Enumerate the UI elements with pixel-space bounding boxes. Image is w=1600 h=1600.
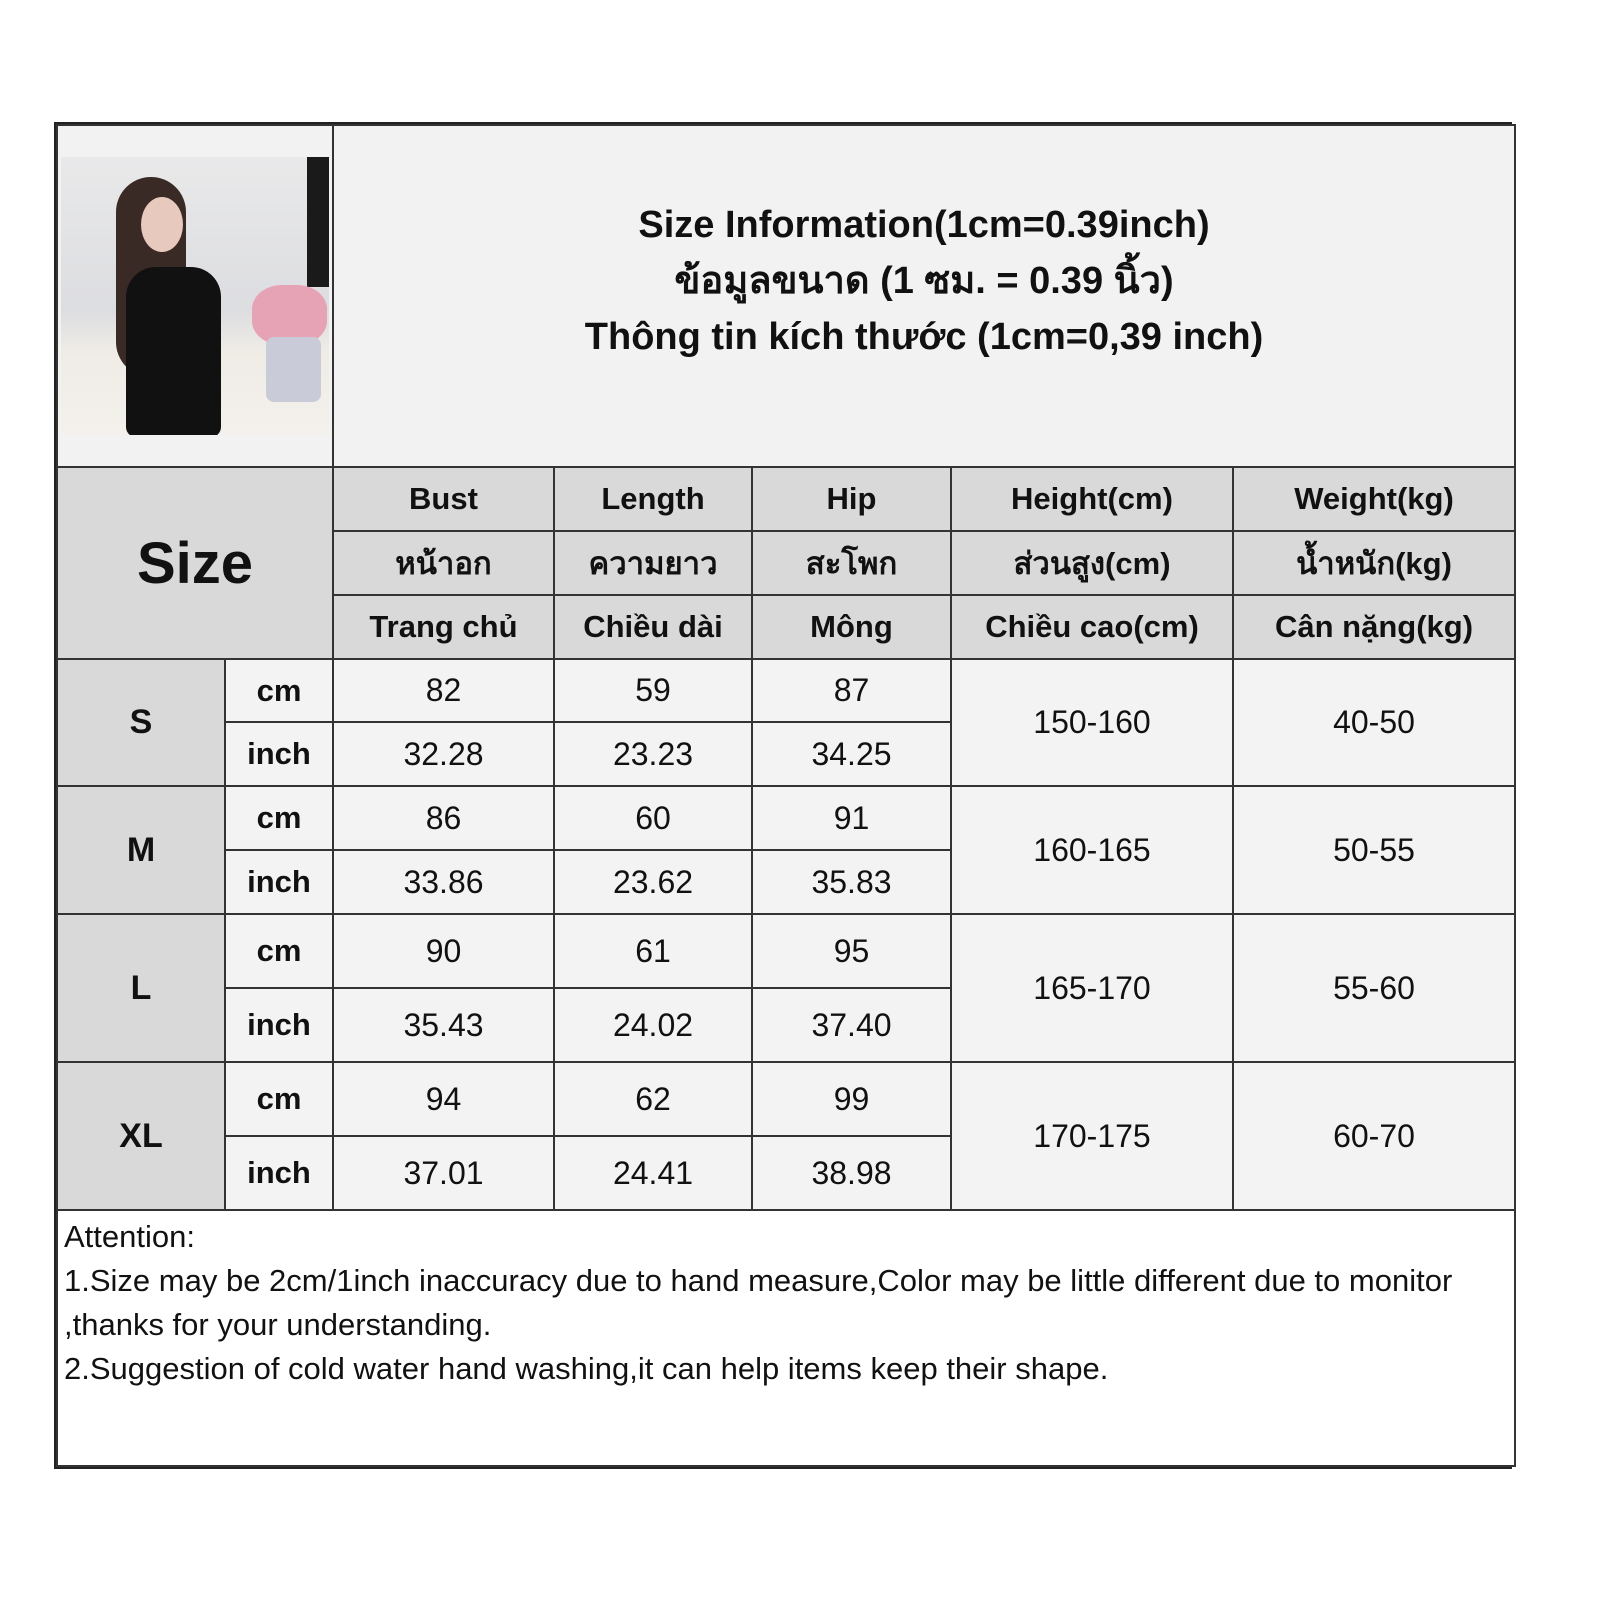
header-hip-en: Hip xyxy=(751,466,952,532)
cell-height: 160-165 xyxy=(950,785,1234,915)
size-row-cm: L cm 90 61 95 165-170 55-60 xyxy=(56,913,1517,1063)
cell-inch: 34.25 xyxy=(751,721,952,787)
header-hip-th: สะโพก xyxy=(751,530,952,596)
header-height-th: ส่วนสูง(cm) xyxy=(950,530,1234,596)
cell-inch: 23.23 xyxy=(553,721,753,787)
header-length-th: ความยาว xyxy=(553,530,753,596)
unit-cm: cm xyxy=(224,1061,334,1137)
size-header: Size xyxy=(56,466,334,660)
header-weight-th: น้ำหนัก(kg) xyxy=(1231,530,1517,596)
unit-cm: cm xyxy=(224,658,334,723)
header-weight-vi: Cân nặng(kg) xyxy=(1231,594,1517,660)
size-table: Size Information(1cm=0.39inch) ข้อมูลขนา… xyxy=(55,124,1517,1467)
title-vietnamese: Thông tin kích thước (1cm=0,39 inch) xyxy=(584,316,1264,358)
size-label: M xyxy=(56,785,226,915)
header-hip-vi: Mông xyxy=(751,594,952,660)
cell-inch: 24.41 xyxy=(553,1135,753,1211)
header-length-en: Length xyxy=(553,466,753,532)
attention-heading: Attention: xyxy=(64,1219,195,1254)
cell-weight: 40-50 xyxy=(1231,658,1517,787)
cell-cm: 86 xyxy=(332,785,555,851)
cell-inch: 37.40 xyxy=(751,987,952,1063)
cell-inch: 38.98 xyxy=(751,1135,952,1211)
cell-weight: 50-55 xyxy=(1231,785,1517,915)
cell-height: 170-175 xyxy=(950,1061,1234,1211)
size-row-inch: inch 37.01 24.41 38.98 xyxy=(57,1135,1515,1211)
cell-cm: 60 xyxy=(553,785,753,851)
title-english: Size Information(1cm=0.39inch) xyxy=(638,204,1210,246)
header-weight-en: Weight(kg) xyxy=(1231,466,1517,532)
title-thai: ข้อมูลขนาด (1 ซม. = 0.39 นิ้ว) xyxy=(674,260,1174,302)
header-height-vi: Chiều cao(cm) xyxy=(950,594,1234,660)
size-row-inch: inch 32.28 23.23 34.25 xyxy=(57,721,1515,787)
cell-cm: 91 xyxy=(751,785,952,851)
size-label: L xyxy=(56,913,226,1063)
cell-cm: 95 xyxy=(751,913,952,989)
size-chart: Size Information(1cm=0.39inch) ข้อมูลขนา… xyxy=(54,122,1517,1469)
cell-weight: 60-70 xyxy=(1231,1061,1517,1211)
unit-inch: inch xyxy=(224,987,334,1063)
cell-inch: 32.28 xyxy=(332,721,555,787)
size-label: XL xyxy=(56,1061,226,1211)
size-row-cm: XL cm 94 62 99 170-175 60-70 xyxy=(56,1061,1517,1211)
cell-cm: 99 xyxy=(751,1061,952,1137)
header-bust-vi: Trang chủ xyxy=(332,594,555,660)
unit-cm: cm xyxy=(224,913,334,989)
product-photo xyxy=(61,157,329,435)
cell-height: 165-170 xyxy=(950,913,1234,1063)
cell-inch: 23.62 xyxy=(553,849,753,915)
cell-cm: 59 xyxy=(553,658,753,723)
cell-inch: 37.01 xyxy=(332,1135,555,1211)
header-bust-en: Bust xyxy=(332,466,555,532)
unit-inch: inch xyxy=(224,721,334,787)
size-row-inch: inch 35.43 24.02 37.40 xyxy=(57,987,1515,1063)
unit-cm: cm xyxy=(224,785,334,851)
header-height-en: Height(cm) xyxy=(950,466,1234,532)
cell-cm: 82 xyxy=(332,658,555,723)
size-row-cm: S cm 82 59 87 150-160 40-50 xyxy=(56,658,1517,787)
header-bust-th: หน้าอก xyxy=(332,530,555,596)
cell-cm: 90 xyxy=(332,913,555,989)
cell-height: 150-160 xyxy=(950,658,1234,787)
attention-note-1: 1.Size may be 2cm/1inch inaccuracy due t… xyxy=(64,1263,1453,1342)
attention-note-2: 2.Suggestion of cold water hand washing,… xyxy=(64,1351,1109,1386)
cell-inch: 33.86 xyxy=(332,849,555,915)
header-length-vi: Chiều dài xyxy=(553,594,753,660)
cell-cm: 94 xyxy=(332,1061,555,1137)
cell-weight: 55-60 xyxy=(1231,913,1517,1063)
size-row-cm: M cm 86 60 91 160-165 50-55 xyxy=(56,785,1517,915)
cell-cm: 62 xyxy=(553,1061,753,1137)
unit-inch: inch xyxy=(224,849,334,915)
size-row-inch: inch 33.86 23.62 35.83 xyxy=(57,849,1515,915)
size-info-title: Size Information(1cm=0.39inch) ข้อมูลขนา… xyxy=(331,124,1517,468)
attention-notes: Attention: 1.Size may be 2cm/1inch inacc… xyxy=(55,1209,1517,1467)
size-label: S xyxy=(56,658,226,787)
cell-inch: 35.83 xyxy=(751,849,952,915)
cell-inch: 35.43 xyxy=(332,987,555,1063)
cell-cm: 87 xyxy=(751,658,952,723)
unit-inch: inch xyxy=(224,1135,334,1211)
product-photo-cell xyxy=(56,124,334,468)
cell-inch: 24.02 xyxy=(553,987,753,1063)
cell-cm: 61 xyxy=(553,913,753,989)
